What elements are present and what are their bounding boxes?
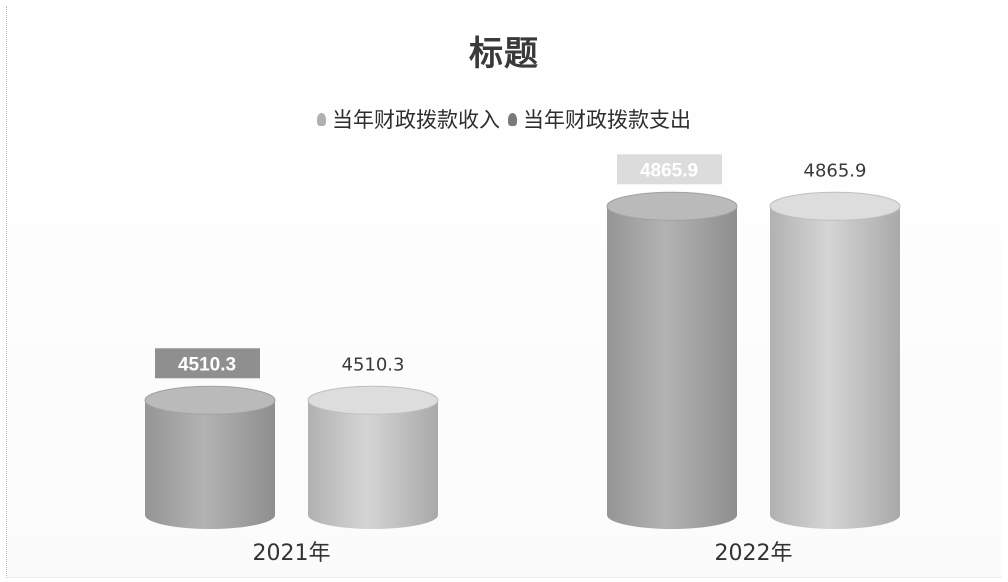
bar-income-1 [607,206,737,529]
bar-expense-top-1 [769,191,901,221]
legend-label-expense: 当年财政拨款支出 [523,108,691,132]
bar-income-value-label-0: 4510.3 [178,354,236,375]
legend-item-income[interactable]: 当年财政拨款收入 [317,104,500,134]
chart-legend: 当年财政拨款收入 当年财政拨款支出 [0,104,1008,134]
legend-label-income: 当年财政拨款收入 [332,108,500,132]
bar-income-top-1 [606,191,738,221]
legend-marker-income [317,112,326,126]
category-label-1: 2022年 [715,541,793,566]
legend-marker-expense [508,112,517,126]
bar-expense-value-label-1: 4865.9 [804,160,867,181]
legend-item-expense[interactable]: 当年财政拨款支出 [508,104,691,134]
bar-expense-0 [308,400,438,529]
bar-expense-top-0 [307,385,439,415]
bar-expense-1 [770,206,900,529]
bar-income-label-box-0 [155,348,260,379]
category-label-0: 2021年 [253,541,331,566]
chart-title: 标题 [469,34,539,74]
bar-income-label-box-1 [617,154,722,185]
bar-income-value-label-1: 4865.9 [640,160,698,181]
bar-expense-value-label-0: 4510.3 [342,354,405,375]
bar-income-0 [145,400,275,529]
bar-income-top-0 [144,385,276,415]
